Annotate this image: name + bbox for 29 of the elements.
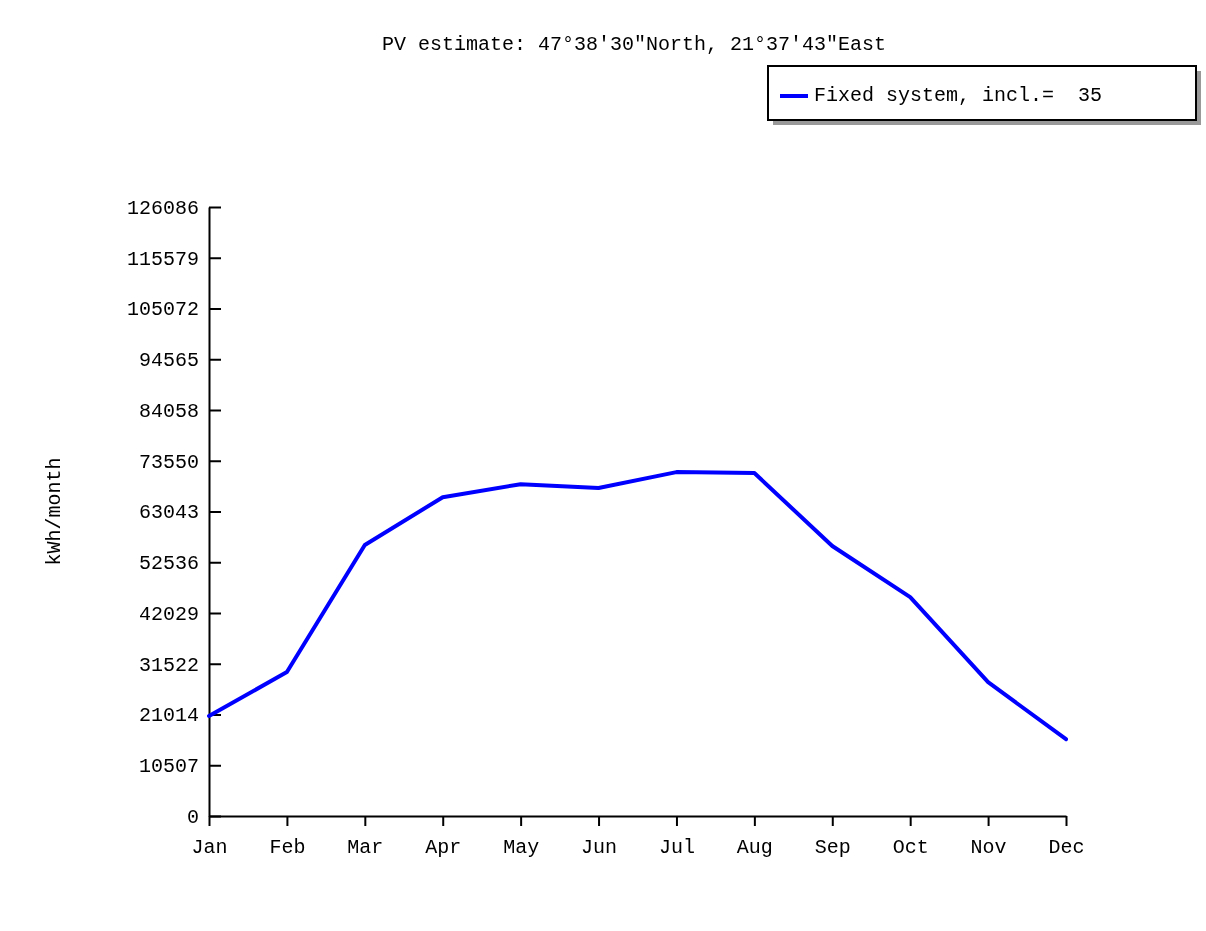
x-tick-label: Nov bbox=[970, 836, 1007, 859]
y-tick-label: 115579 bbox=[126, 247, 199, 271]
x-tick-label: Sep bbox=[814, 836, 851, 859]
y-tick-label: 73550 bbox=[138, 450, 199, 474]
x-tick-label: Feb bbox=[269, 836, 306, 859]
line-series bbox=[207, 470, 1068, 742]
y-axis-title: kWh/month bbox=[43, 457, 66, 566]
x-tick-label: Jul bbox=[658, 836, 695, 859]
x-tick-label: Aug bbox=[736, 836, 773, 859]
chart-title: PV estimate: 47°38′30"North, 21°37′43"East bbox=[381, 33, 887, 56]
y-tick-label: 21014 bbox=[138, 704, 199, 728]
y-tick-label: 84058 bbox=[138, 399, 199, 423]
legend-label: Fixed system, incl.= 35 bbox=[814, 84, 1103, 107]
x-tick-label: Apr bbox=[425, 836, 462, 859]
y-tick-label: 10507 bbox=[138, 755, 199, 779]
x-tick-label: Mar bbox=[347, 836, 384, 859]
y-tick-label: 63043 bbox=[138, 501, 199, 525]
y-tick-label: 126086 bbox=[126, 196, 199, 220]
y-tick-label: 31522 bbox=[138, 653, 199, 677]
x-tick-label: May bbox=[503, 836, 540, 859]
y-tick-label: 94565 bbox=[138, 349, 199, 373]
x-tick-label: Jan bbox=[191, 836, 228, 859]
x-tick-label: Dec bbox=[1048, 836, 1085, 859]
x-tick-label: Oct bbox=[892, 836, 929, 859]
x-tick-label: Jun bbox=[581, 836, 618, 859]
y-tick-label: 0 bbox=[186, 805, 199, 829]
y-tick-label: 42029 bbox=[138, 602, 199, 626]
y-tick-label: 52536 bbox=[138, 552, 199, 576]
y-tick-label: 105072 bbox=[126, 298, 199, 322]
